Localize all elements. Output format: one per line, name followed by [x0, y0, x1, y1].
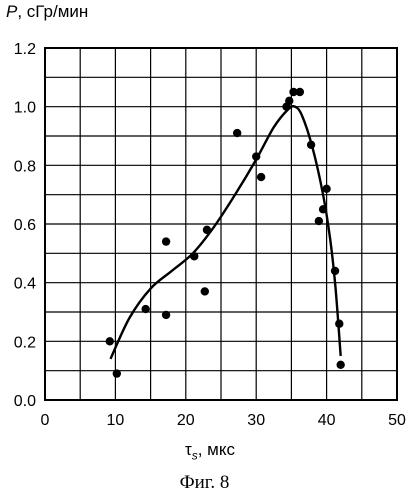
data-point [307, 141, 315, 149]
data-point [252, 152, 260, 160]
x-tick-label: 0 [41, 412, 50, 429]
data-point [113, 369, 121, 377]
data-point [162, 237, 170, 245]
data-point [190, 252, 198, 260]
data-point [233, 129, 241, 137]
data-point [319, 205, 327, 213]
data-point [285, 97, 293, 105]
data-point [335, 320, 343, 328]
data-point [336, 361, 344, 369]
y-tick-label: 1.0 [14, 100, 36, 117]
x-tick-label: 50 [388, 412, 406, 429]
data-point [162, 311, 170, 319]
chart: 0 10 20 30 40 50 0.0 0.2 0.4 0.6 0.8 1.0 1.2 [0, 0, 409, 470]
data-point [257, 173, 265, 181]
figure-caption: Фиг. 8 [0, 472, 409, 494]
data-point [331, 267, 339, 275]
y-tick-label: 0.2 [14, 334, 36, 351]
y-tick-label: 0.4 [14, 276, 36, 293]
x-tick-label: 30 [247, 412, 265, 429]
data-point [106, 337, 114, 345]
data-point [203, 226, 211, 234]
x-axis-symbol: τ [185, 440, 192, 459]
x-tick-label: 20 [177, 412, 195, 429]
data-point [322, 185, 330, 193]
x-axis-unit: , мкс [198, 440, 235, 459]
data-point [315, 217, 323, 225]
x-axis-label: τs, мкс [185, 440, 235, 462]
data-point [296, 88, 304, 96]
fit-curve-line [110, 106, 340, 359]
x-tick-label: 40 [318, 412, 336, 429]
data-point [201, 287, 209, 295]
x-tick-label: 10 [107, 412, 125, 429]
y-tick-label: 0.6 [14, 217, 36, 234]
y-tick-label: 0.8 [14, 158, 36, 175]
data-point [141, 305, 149, 313]
y-tick-label: 1.2 [14, 41, 36, 58]
y-tick-label: 0.0 [14, 393, 36, 410]
